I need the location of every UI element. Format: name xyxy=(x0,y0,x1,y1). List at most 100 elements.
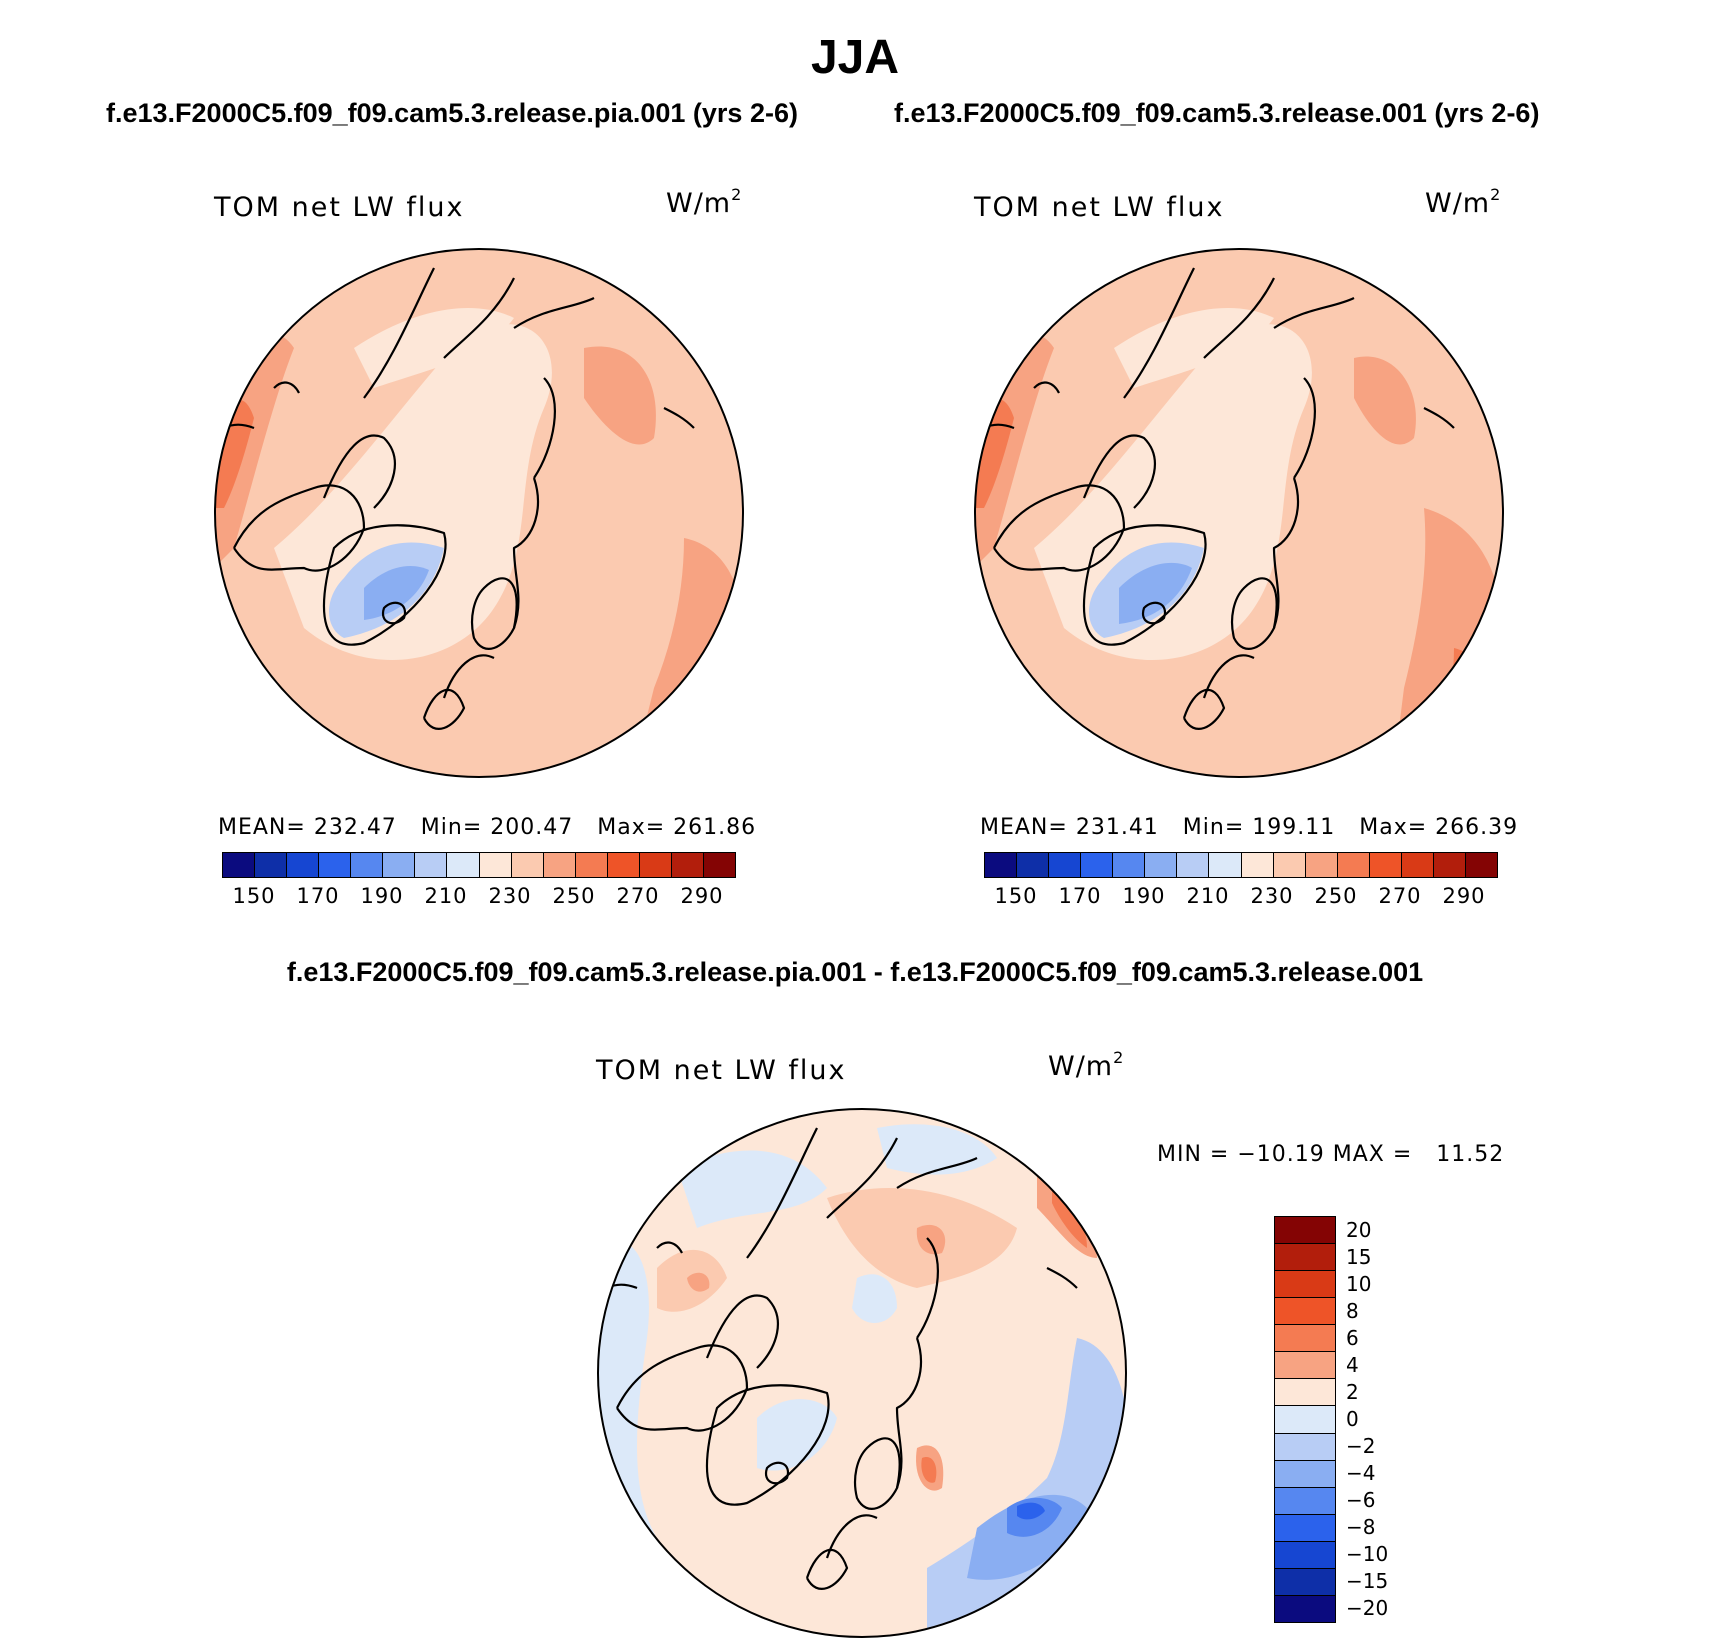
panel-diff-europe-hot xyxy=(1052,1188,1087,1248)
panel-diff-siberia-cool xyxy=(677,1150,827,1228)
panel-b-colorbar-tick-label: 210 xyxy=(1186,884,1230,908)
panel-b-colorbar-tick-label: 230 xyxy=(1250,884,1294,908)
panel-a-colorbar-tick-label: 210 xyxy=(424,884,468,908)
panel-a-colorbar-swatch xyxy=(574,853,607,877)
panel-b-colorbar-tick-label: 170 xyxy=(1058,884,1102,908)
panel-b-colorbar-swatch xyxy=(1464,853,1497,877)
panel-a-atlantic-hot xyxy=(684,678,733,768)
panel-a-variable-label: TOM net LW flux xyxy=(214,192,465,223)
panel-b-colorbar-swatch xyxy=(1368,853,1401,877)
panel-diff-colorbar-swatch xyxy=(1275,1486,1335,1514)
panel-diff-minmax: MIN = −10.19 MAX = 11.52 xyxy=(1157,1142,1505,1167)
panel-diff-colorbar-tick-label: −2 xyxy=(1346,1434,1376,1458)
panel-b-colorbar-tick-label: 150 xyxy=(994,884,1038,908)
panel-a-colorbar-tick-label: 190 xyxy=(360,884,404,908)
panel-a-colorbar-swatch xyxy=(670,853,703,877)
panel-diff-colorbar-swatch xyxy=(1275,1594,1335,1622)
panel-b-arctic-field xyxy=(1034,324,1312,661)
panel-diff-colorbar-swatch xyxy=(1275,1459,1335,1487)
panel-b-colorbar-swatch xyxy=(1272,853,1305,877)
panel-b-colorbar-tick-label: 250 xyxy=(1314,884,1358,908)
panel-b-colorbar-tick-label: 270 xyxy=(1378,884,1422,908)
panel-a-colorbar-swatch xyxy=(606,853,639,877)
panel-diff-colorbar-tick-label: −8 xyxy=(1346,1515,1376,1539)
panel-diff-variable-label: TOM net LW flux xyxy=(596,1055,847,1086)
panel-diff-colorbar-ticks: 20 15 10 8 6 4 2 0 −2 −4 −6 −8 −10 −15 −20 xyxy=(1346,1216,1426,1621)
panel-diff-colorbar-swatch xyxy=(1275,1540,1335,1568)
panel-diff-arctic-cool xyxy=(877,1124,997,1175)
difference-title: f.e13.F2000C5.f09_f09.cam5.3.release.pia… xyxy=(286,957,1424,987)
panel-diff-polar-map xyxy=(597,1108,1127,1638)
panel-b-colorbar-swatch xyxy=(1240,853,1273,877)
panel-diff-atlantic-deep-cool xyxy=(1017,1502,1045,1520)
panel-a-colorbar-tick-label: 230 xyxy=(488,884,532,908)
panel-diff-colorbar-tick-label: 4 xyxy=(1346,1353,1359,1377)
panel-diff-colorbar-tick-label: −15 xyxy=(1346,1569,1389,1593)
panel-a-colorbar-swatch xyxy=(510,853,543,877)
panel-a-colorbar-swatch xyxy=(446,853,479,877)
panel-b-colorbar-swatch xyxy=(1176,853,1209,877)
panel-diff-colorbar-tick-label: 8 xyxy=(1346,1299,1359,1323)
panel-b-variable-label: TOM net LW flux xyxy=(974,192,1225,223)
panel-a-arctic-field xyxy=(274,324,552,661)
panel-a-siberia-field xyxy=(354,308,514,388)
panel-a-coastlines xyxy=(223,267,695,730)
panel-a-stats: MEAN= 232.47 Min= 200.47 Max= 261.86 xyxy=(218,815,757,840)
panel-diff-colorbar-swatch xyxy=(1275,1243,1335,1271)
panel-diff-colorbar-swatch xyxy=(1275,1270,1335,1298)
panel-diff-pole-cool xyxy=(852,1274,897,1323)
panel-diff-colorbar-swatch xyxy=(1275,1297,1335,1325)
panel-a-colorbar-swatch xyxy=(350,853,383,877)
panel-b-polar-map xyxy=(974,248,1504,778)
panel-b-colorbar-swatch xyxy=(1400,853,1433,877)
panel-diff-greenland-cool xyxy=(757,1399,837,1471)
panel-a-colorbar-swatch xyxy=(223,853,255,877)
panel-a-units: W/m2 xyxy=(666,185,743,219)
panel-diff-colorbar-swatch xyxy=(1275,1324,1335,1352)
panel-a-colorbar-swatch xyxy=(382,853,415,877)
panel-a-colorbar-swatch xyxy=(638,853,671,877)
panel-diff-colorbar-tick-label: 2 xyxy=(1346,1380,1359,1404)
panel-b-colorbar-swatch xyxy=(1304,853,1337,877)
panel-a-colorbar xyxy=(222,852,736,878)
panel-a-asia-warm xyxy=(584,346,656,445)
panel-b-colorbar-swatch xyxy=(1080,853,1113,877)
panel-a-map-border xyxy=(214,248,744,778)
case-b-title: f.e13.F2000C5.f09_f09.cam5.3.release.001… xyxy=(894,98,1540,128)
panel-diff-colorbar-tick-label: −6 xyxy=(1346,1488,1376,1512)
panel-b-colorbar-ticks: 150 170 190 210 230 250 270 290 xyxy=(984,884,1496,912)
panel-diff-siberia-warm-spot xyxy=(916,1224,946,1255)
panel-a-colorbar-swatch xyxy=(542,853,575,877)
panel-a-colorbar-tick-label: 290 xyxy=(680,884,724,908)
panel-diff-colorbar-swatch xyxy=(1275,1378,1335,1406)
panel-a-colorbar-swatch xyxy=(254,853,287,877)
panel-b-atlantic-warm xyxy=(1394,508,1502,768)
panel-diff-units: W/m2 xyxy=(1048,1048,1125,1082)
panel-a-colorbar-ticks: 150 170 190 210 230 250 270 290 xyxy=(222,884,734,912)
panel-b-colorbar-swatch xyxy=(1208,853,1241,877)
panel-b-greenland-cooler xyxy=(1119,562,1192,624)
panel-diff-colorbar xyxy=(1274,1216,1336,1623)
panel-a-colorbar-tick-label: 150 xyxy=(232,884,276,908)
panel-b-stats: MEAN= 231.41 Min= 199.11 Max= 266.39 xyxy=(980,815,1519,840)
panel-b-colorbar-swatch xyxy=(1432,853,1465,877)
panel-b-colorbar-tick-label: 290 xyxy=(1442,884,1486,908)
panel-a-colorbar-tick-label: 270 xyxy=(616,884,660,908)
panel-b-colorbar-swatch xyxy=(1048,853,1081,877)
panel-a-colorbar-swatch xyxy=(414,853,447,877)
panel-diff-colorbar-tick-label: 15 xyxy=(1346,1245,1372,1269)
panel-b-colorbar-swatch xyxy=(1112,853,1145,877)
panel-diff-colorbar-swatch xyxy=(1275,1217,1335,1244)
panel-diff-colorbar-tick-label: 6 xyxy=(1346,1326,1359,1350)
panel-diff-colorbar-swatch xyxy=(1275,1351,1335,1379)
panel-b-colorbar-swatch xyxy=(1016,853,1049,877)
panel-b-colorbar-tick-label: 190 xyxy=(1122,884,1166,908)
season-title: JJA xyxy=(810,31,900,84)
panel-b-colorbar-swatch xyxy=(985,853,1017,877)
panel-a-colorbar-swatch xyxy=(702,853,735,877)
panel-a-colorbar-swatch xyxy=(286,853,319,877)
panel-diff-alaska-warm-spot xyxy=(687,1272,710,1292)
panel-b-units: W/m2 xyxy=(1425,185,1502,219)
panel-diff-colorbar-tick-label: 10 xyxy=(1346,1272,1372,1296)
panel-diff-colorbar-swatch xyxy=(1275,1513,1335,1541)
